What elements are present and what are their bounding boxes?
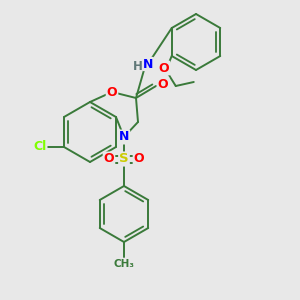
Text: O: O [104,152,114,166]
Text: N: N [143,58,153,70]
Text: O: O [134,152,144,166]
Text: H: H [133,61,143,74]
Text: O: O [158,77,168,91]
Text: N: N [119,130,129,143]
Text: O: O [107,85,117,98]
Text: CH₃: CH₃ [113,259,134,269]
Text: Cl: Cl [33,140,46,154]
Text: O: O [158,61,169,74]
Text: S: S [119,152,129,166]
